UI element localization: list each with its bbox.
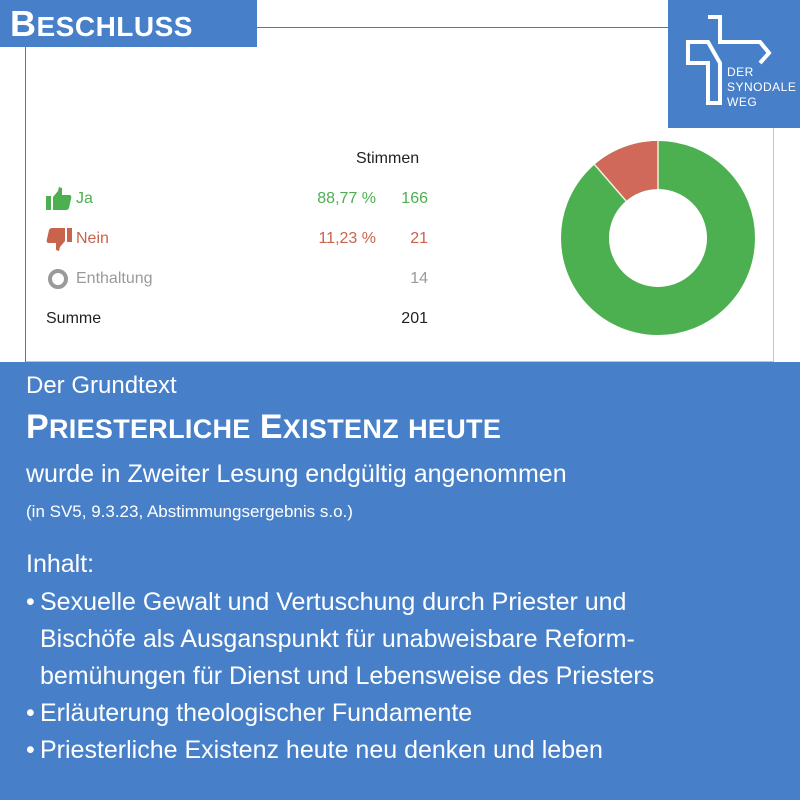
list-item: Erläuterung theologischer Fundamente <box>26 695 796 732</box>
header-label-initial: B <box>10 3 37 44</box>
slice-separator <box>594 164 627 202</box>
logo-text: DER SYNODALE WEG <box>727 65 796 110</box>
thumbs-up-icon <box>46 187 72 210</box>
row-votes-nein: 21 <box>410 230 428 247</box>
divider-line <box>25 27 670 28</box>
row-percent-nein: 11,23 % <box>318 230 376 247</box>
title-word: XISTENZ <box>282 414 399 444</box>
donut-chart <box>561 141 755 335</box>
logo-line-weg: WEG <box>727 95 758 109</box>
cross-arrow-icon <box>686 15 772 105</box>
row-votes-ja: 166 <box>401 190 428 207</box>
list-item-line: Sexuelle Gewalt und Vertuschung durch Pr… <box>40 588 627 616</box>
content-list: Sexuelle Gewalt und Vertuschung durch Pr… <box>26 584 796 769</box>
circle-outline-icon <box>48 269 68 289</box>
logo-line-synodale: SYNODALE <box>727 80 797 94</box>
logo-line-der: DER <box>727 65 754 79</box>
list-item-line: bemühungen für Dienst und Lebensweise de… <box>40 662 655 690</box>
content-heading: Inhalt: <box>26 550 95 578</box>
title-word: HEUTE <box>408 414 502 444</box>
title-word: RIESTERLICHE <box>48 414 251 444</box>
title-initial: P <box>26 408 49 446</box>
intro-text: Der Grundtext <box>26 372 177 399</box>
divider-line-vertical <box>25 27 26 362</box>
row-percent-ja: 88,77 % <box>317 190 376 207</box>
header-label: BESCHLUSS <box>0 0 257 47</box>
donut-slice-nein <box>594 141 658 201</box>
title-initial: E <box>259 408 283 446</box>
total-label: Summe <box>46 310 102 327</box>
status-text: wurde in Zweiter Lesung endgültig angeno… <box>26 460 567 488</box>
list-item-line: Bischöfe als Ausganspunkt für unabweisba… <box>40 625 635 653</box>
list-item-line: Priesterliche Existenz heute neu denken … <box>40 736 603 764</box>
row-votes-enthaltung: 14 <box>410 270 428 287</box>
list-item-line: Erläuterung theologischer Fundamente <box>40 699 473 727</box>
row-label-enthaltung: Enthaltung <box>76 270 153 287</box>
header-label-rest: ESCHLUSS <box>36 11 193 42</box>
session-note: (in SV5, 9.3.23, Abstimmungsergebnis s.o… <box>26 502 353 521</box>
synodaler-weg-logo <box>668 0 800 128</box>
total-votes: 201 <box>401 310 428 327</box>
decision-description: Der Grundtext PRIESTERLICHE EXISTENZ HEU… <box>0 362 800 800</box>
row-label-nein: Nein <box>76 230 109 247</box>
thumbs-down-icon <box>46 228 72 251</box>
document-title: PRIESTERLICHE EXISTENZ HEUTE <box>26 408 501 447</box>
column-header-stimmen: Stimmen <box>356 150 420 167</box>
list-item: Sexuelle Gewalt und Vertuschung durch Pr… <box>26 584 796 695</box>
list-item: Priesterliche Existenz heute neu denken … <box>26 732 796 769</box>
row-label-ja: Ja <box>76 190 93 207</box>
